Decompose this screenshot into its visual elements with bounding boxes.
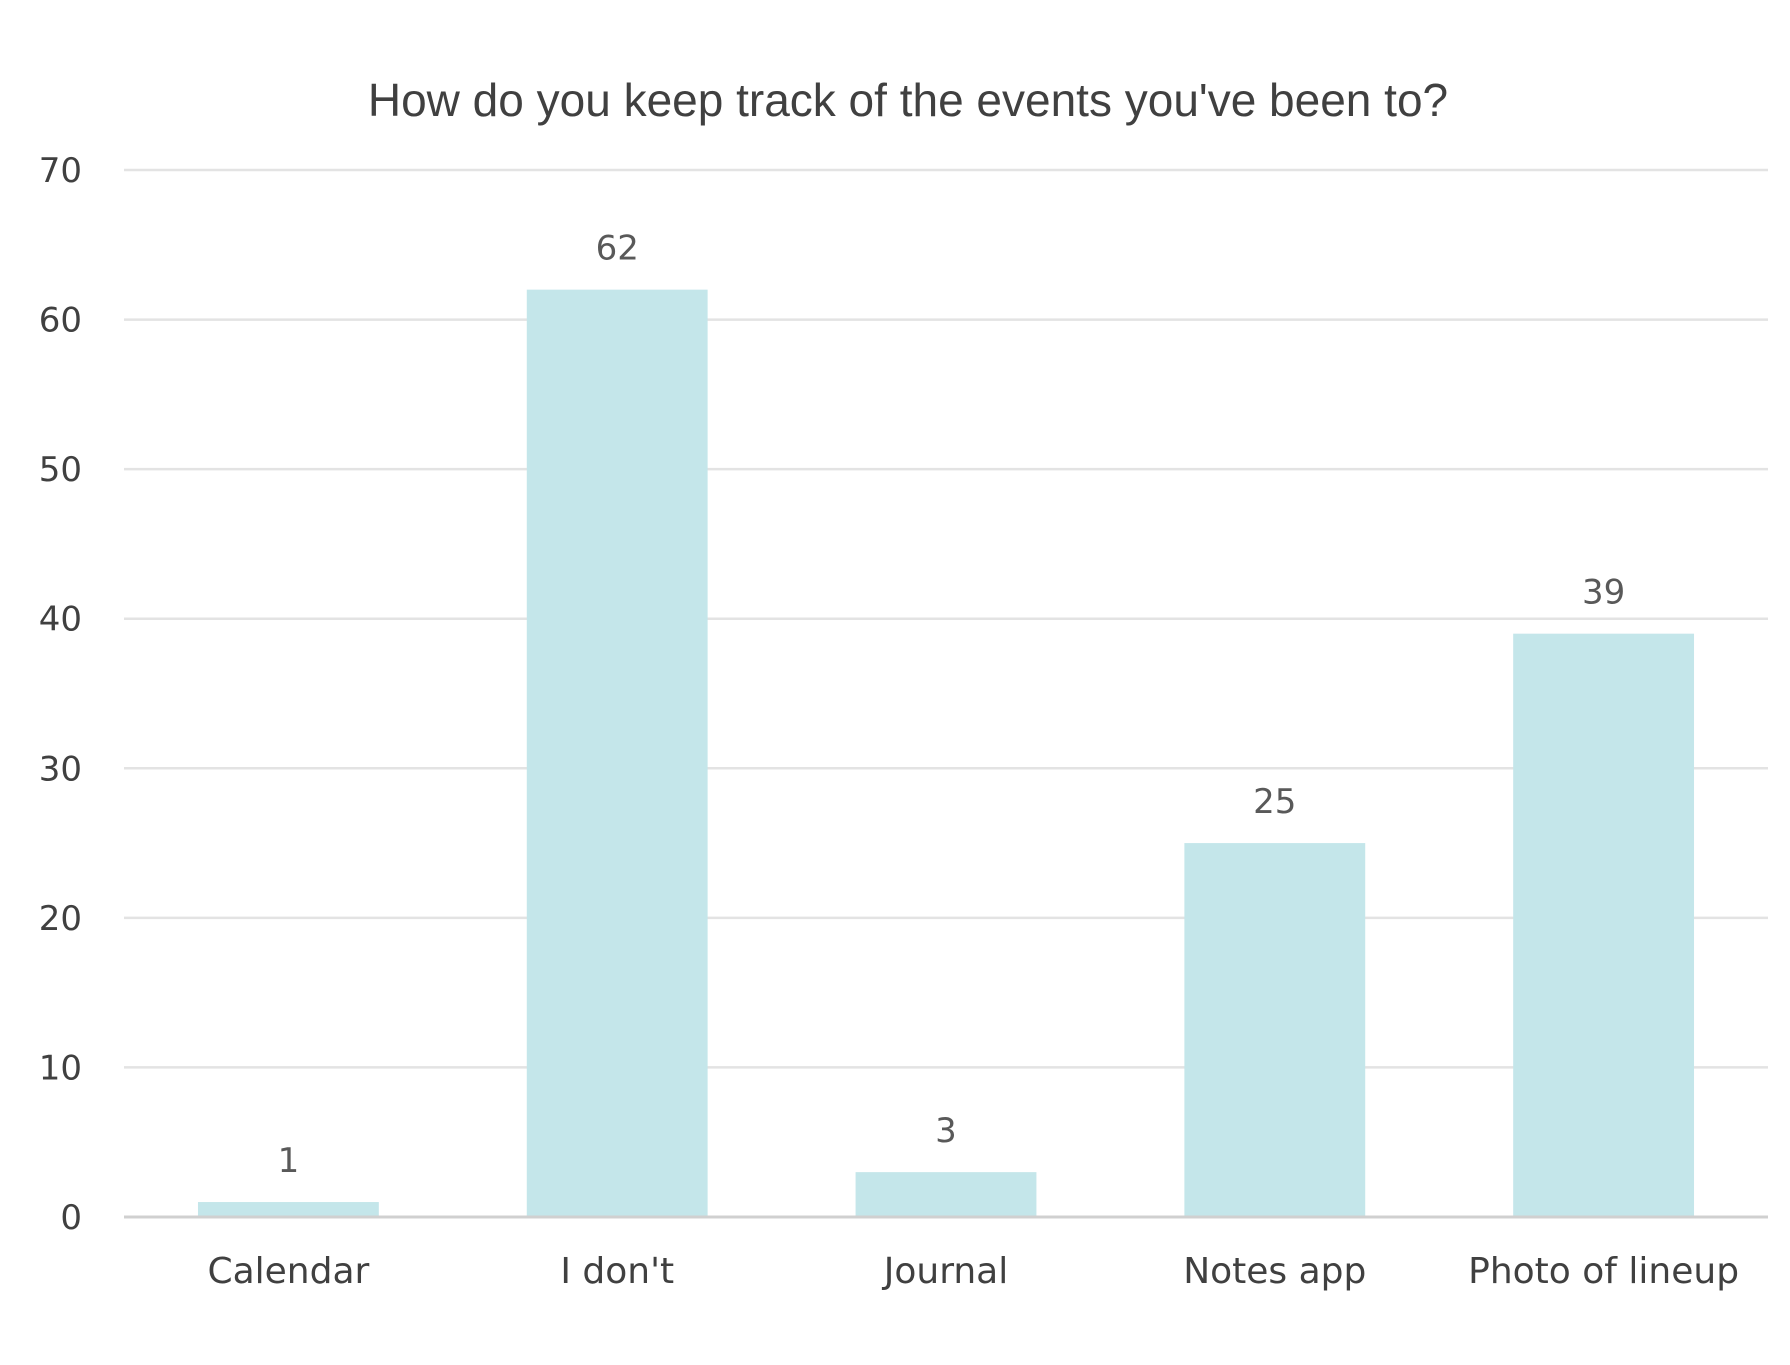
bars xyxy=(197,289,1695,1218)
y-tick-label-40: 40 xyxy=(39,600,82,640)
category-label-calendar: Calendar xyxy=(207,1251,369,1292)
category-label-i-don-t: I don't xyxy=(560,1251,674,1292)
bar-photo-of-lineup xyxy=(1513,633,1695,1217)
y-tick-label-0: 0 xyxy=(60,1198,82,1238)
y-tick-label-20: 20 xyxy=(39,899,82,939)
gridlines xyxy=(124,168,1768,1069)
y-axis-tick-labels: 0 10 20 30 40 50 60 70 xyxy=(39,151,82,1238)
bar-calendar xyxy=(197,1202,379,1217)
data-label-i-don-t: 62 xyxy=(596,229,639,269)
data-label-notes-app: 25 xyxy=(1253,782,1296,822)
data-label-calendar: 1 xyxy=(278,1141,300,1181)
x-axis-category-labels: Calendar I don't Journal Notes app Photo of … xyxy=(207,1251,1739,1292)
data-labels: 1 62 3 25 39 xyxy=(278,229,1626,1181)
bar-journal xyxy=(855,1172,1037,1217)
category-label-journal: Journal xyxy=(882,1251,1009,1292)
data-label-photo-of-lineup: 39 xyxy=(1582,573,1625,613)
y-tick-label-50: 50 xyxy=(39,450,82,490)
bar-notes-app xyxy=(1184,843,1366,1217)
y-tick-label-70: 70 xyxy=(39,151,82,191)
bar-i-don-t xyxy=(526,289,708,1218)
category-label-photo-of-lineup: Photo of lineup xyxy=(1468,1251,1739,1292)
y-tick-label-30: 30 xyxy=(39,749,82,789)
data-label-journal: 3 xyxy=(935,1111,957,1151)
chart-title: How do you keep track of the events you'… xyxy=(368,74,1448,126)
y-tick-label-60: 60 xyxy=(39,301,82,341)
category-label-notes-app: Notes app xyxy=(1183,1251,1366,1292)
y-tick-label-10: 10 xyxy=(39,1048,82,1088)
